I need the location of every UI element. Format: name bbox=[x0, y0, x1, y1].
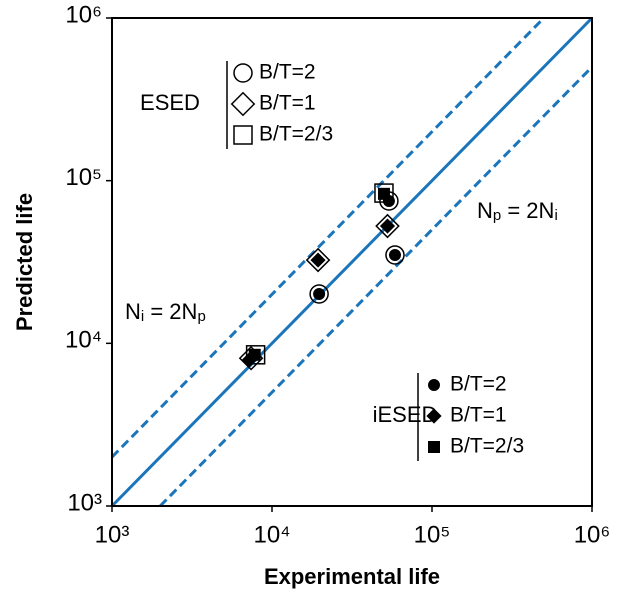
annotation-part: p bbox=[493, 207, 501, 224]
annotation-part: = 2N bbox=[501, 198, 554, 223]
y-tick-label: 10⁶ bbox=[65, 1, 102, 28]
legend-marker bbox=[233, 63, 253, 83]
plot-frame bbox=[111, 17, 593, 507]
x-tick-label: 10³ bbox=[95, 521, 130, 548]
annotation: Np = 2Ni bbox=[477, 198, 558, 225]
legend-label: B/T=2/3 bbox=[259, 123, 333, 146]
legend-label: B/T=1 bbox=[259, 92, 316, 115]
data-point bbox=[379, 218, 396, 234]
legend-title: ESED bbox=[140, 90, 200, 115]
annotation-part: = 2N bbox=[144, 299, 197, 324]
data-point bbox=[375, 213, 400, 239]
reference-line bbox=[159, 65, 594, 508]
data-point bbox=[310, 252, 326, 268]
x-axis-title: Experimental life bbox=[264, 564, 440, 589]
reference-line bbox=[110, 16, 545, 459]
legend-label: B/T=1 bbox=[450, 404, 507, 427]
legend-marker bbox=[426, 408, 442, 424]
data-point bbox=[313, 288, 326, 301]
annotation-part: N bbox=[477, 198, 493, 223]
legend-marker bbox=[428, 441, 440, 453]
y-axis-title: Predicted life bbox=[12, 193, 37, 331]
data-point bbox=[245, 345, 266, 365]
legend-marker bbox=[233, 125, 253, 145]
reference-line bbox=[110, 16, 594, 508]
data-point bbox=[377, 187, 390, 200]
annotation-part: N bbox=[125, 299, 141, 324]
y-tick-label: 10⁴ bbox=[65, 327, 102, 354]
data-point bbox=[248, 348, 261, 361]
annotation-part: p bbox=[197, 308, 205, 325]
legend-label: B/T=2 bbox=[259, 61, 316, 84]
y-tick-label: 10⁵ bbox=[65, 164, 102, 191]
legend-marker bbox=[230, 91, 256, 117]
y-tick-label: 10³ bbox=[67, 489, 102, 516]
annotation-part: i bbox=[554, 207, 557, 224]
annotation: Ni = 2Np bbox=[125, 299, 206, 326]
legend-marker bbox=[428, 379, 440, 391]
legend-title: iESED bbox=[373, 402, 438, 427]
annotation-part: i bbox=[141, 308, 144, 325]
data-point bbox=[385, 245, 405, 265]
x-tick-label: 10⁴ bbox=[253, 521, 290, 548]
legend-label: B/T=2 bbox=[450, 373, 507, 396]
legend-label: B/T=2/3 bbox=[450, 435, 524, 458]
data-point bbox=[305, 247, 331, 273]
data-point bbox=[309, 284, 329, 304]
data-point bbox=[388, 249, 401, 262]
x-tick-label: 10⁶ bbox=[574, 521, 611, 548]
x-tick-label: 10⁵ bbox=[414, 521, 451, 548]
